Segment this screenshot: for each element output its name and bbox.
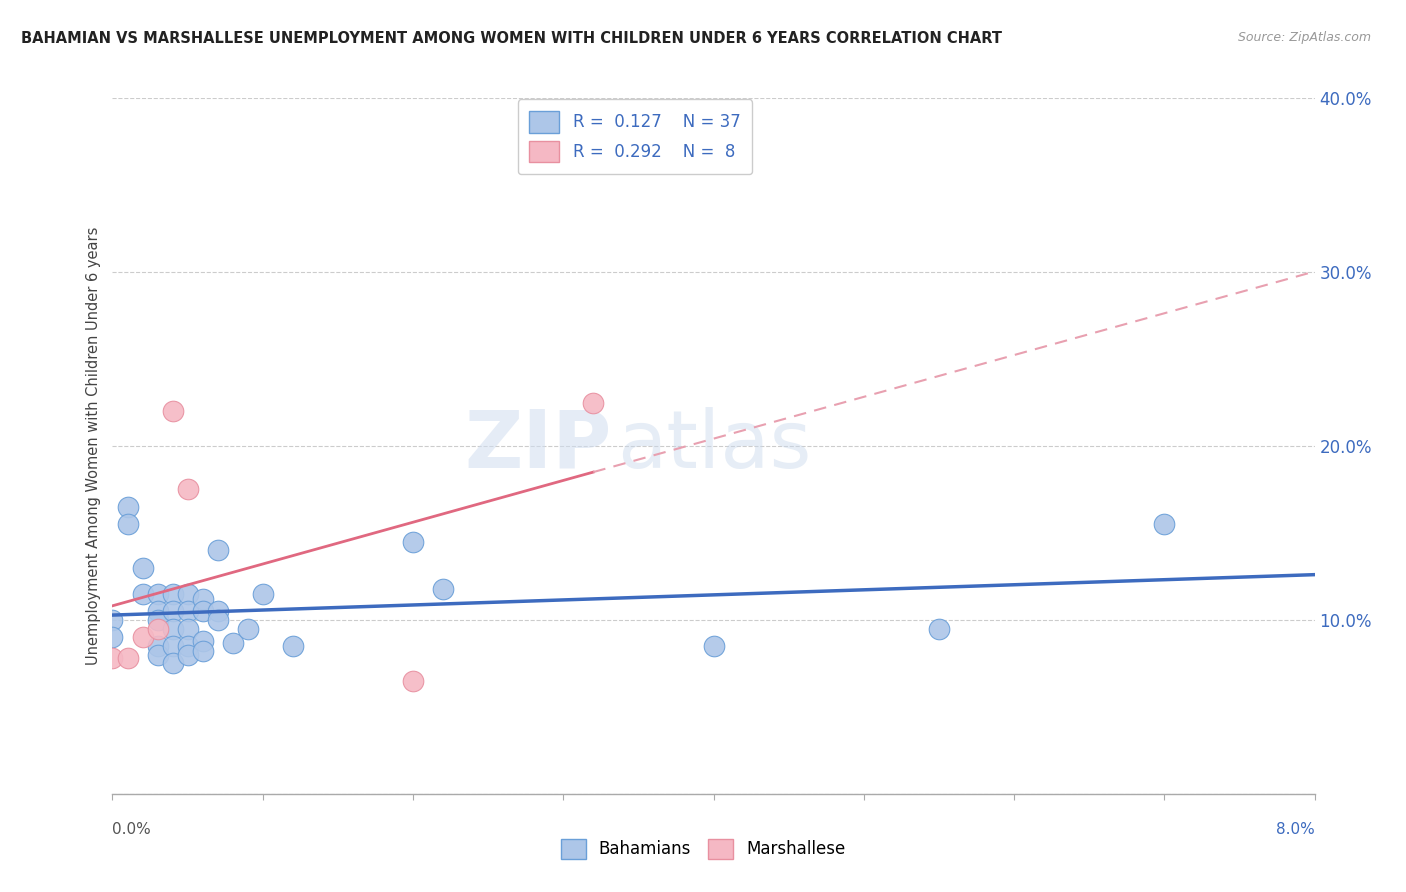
Point: [146, 639, 169, 653]
Point: [191, 633, 214, 648]
Point: [176, 648, 198, 662]
Text: BAHAMIAN VS MARSHALLESE UNEMPLOYMENT AMONG WOMEN WITH CHILDREN UNDER 6 YEARS COR: BAHAMIAN VS MARSHALLESE UNEMPLOYMENT AMO…: [21, 31, 1002, 46]
Point: [176, 622, 198, 636]
Point: [162, 404, 184, 418]
Point: [146, 604, 169, 618]
Point: [432, 582, 454, 596]
Point: [162, 622, 184, 636]
Point: [101, 630, 124, 644]
Point: [101, 651, 124, 665]
Point: [191, 644, 214, 658]
Point: [162, 639, 184, 653]
Point: [146, 587, 169, 601]
Point: [1153, 517, 1175, 532]
Y-axis label: Unemployment Among Women with Children Under 6 years: Unemployment Among Women with Children U…: [86, 227, 101, 665]
Point: [582, 395, 605, 409]
Point: [207, 543, 229, 558]
Point: [402, 534, 425, 549]
Point: [236, 622, 259, 636]
Legend: Bahamians, Marshallese: Bahamians, Marshallese: [554, 832, 852, 866]
Point: [176, 639, 198, 653]
Text: atlas: atlas: [617, 407, 811, 485]
Point: [146, 648, 169, 662]
Point: [131, 587, 153, 601]
Point: [146, 613, 169, 627]
Point: [101, 613, 124, 627]
Point: [162, 604, 184, 618]
Text: 8.0%: 8.0%: [1275, 822, 1315, 837]
Point: [131, 561, 153, 575]
Point: [131, 630, 153, 644]
Point: [117, 651, 139, 665]
Point: [176, 483, 198, 497]
Point: [702, 639, 725, 653]
Point: [207, 613, 229, 627]
Point: [176, 587, 198, 601]
Point: [402, 673, 425, 688]
Point: [252, 587, 274, 601]
Point: [222, 635, 245, 649]
Text: Source: ZipAtlas.com: Source: ZipAtlas.com: [1237, 31, 1371, 45]
Point: [162, 587, 184, 601]
Point: [176, 604, 198, 618]
Point: [162, 657, 184, 671]
Point: [117, 517, 139, 532]
Legend: R =  0.127    N = 37, R =  0.292    N =  8: R = 0.127 N = 37, R = 0.292 N = 8: [517, 100, 752, 174]
Point: [281, 639, 304, 653]
Point: [146, 622, 169, 636]
Text: ZIP: ZIP: [464, 407, 612, 485]
Point: [207, 604, 229, 618]
Text: 0.0%: 0.0%: [112, 822, 152, 837]
Point: [928, 622, 950, 636]
Point: [191, 604, 214, 618]
Point: [191, 592, 214, 607]
Point: [117, 500, 139, 514]
